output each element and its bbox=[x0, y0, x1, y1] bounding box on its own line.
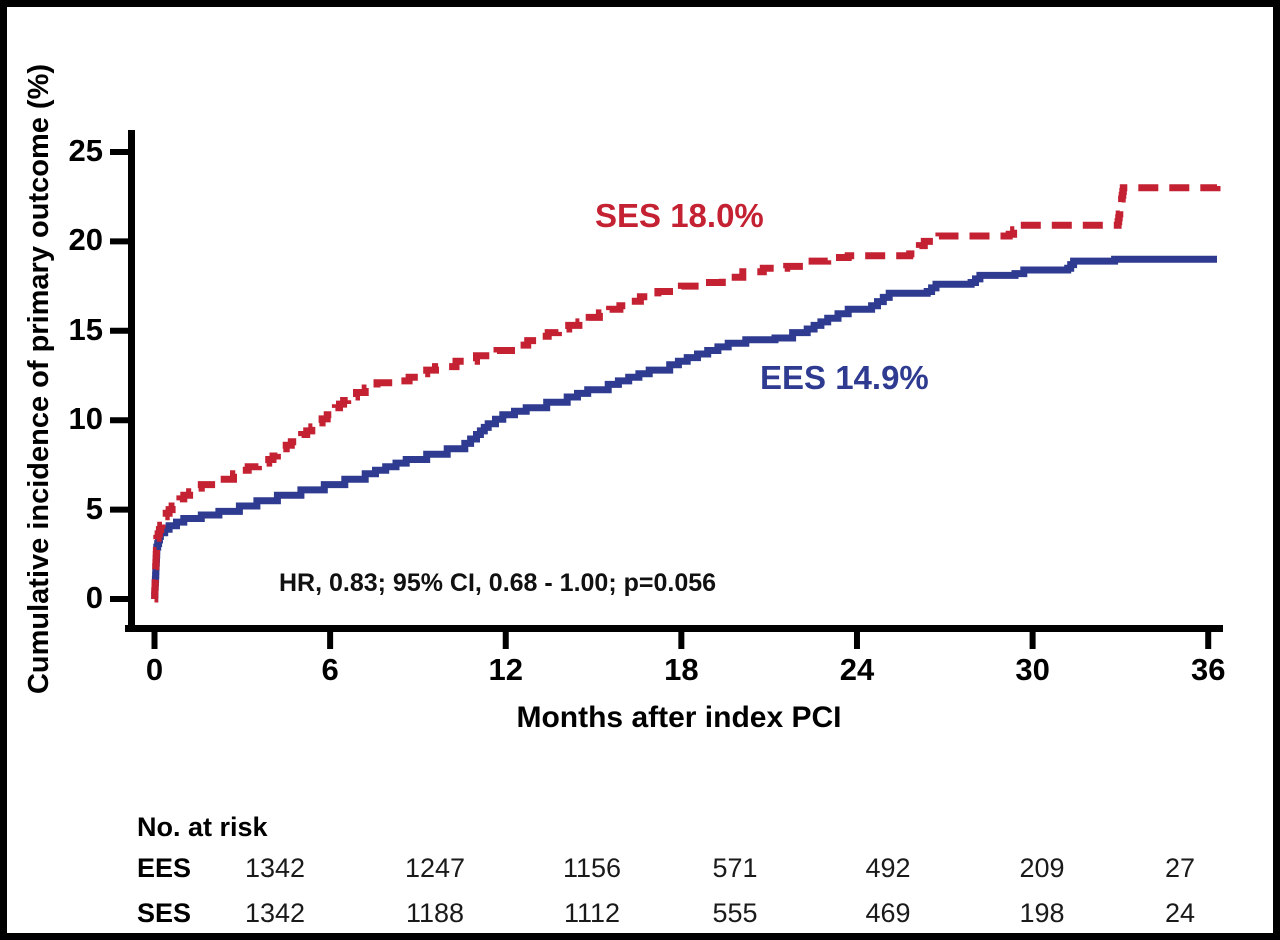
risk-row-label-ees: EES bbox=[137, 853, 192, 883]
ees-series-label: EES 14.9% bbox=[760, 359, 929, 396]
risk-cell: 1156 bbox=[562, 853, 622, 883]
risk-cell: 571 bbox=[712, 853, 758, 883]
risk-cell: 209 bbox=[1019, 853, 1065, 883]
x-tick-label: 30 bbox=[1015, 652, 1050, 687]
risk-cell: 1342 bbox=[244, 898, 306, 928]
x-tick-label: 24 bbox=[839, 652, 875, 687]
x-tick-label: 18 bbox=[664, 652, 699, 687]
risk-cell: 27 bbox=[1164, 853, 1196, 883]
ses-series-label: SES 18.0% bbox=[595, 197, 764, 234]
y-tick-label: 20 bbox=[68, 222, 103, 258]
ses-curve bbox=[151, 184, 1221, 603]
km-plot-canvas bbox=[110, 130, 1223, 649]
y-tick-label: 15 bbox=[68, 311, 103, 347]
risk-cell: 1247 bbox=[404, 853, 466, 883]
x-tick-label: 12 bbox=[488, 652, 523, 687]
x-tick-label: 36 bbox=[1190, 652, 1226, 687]
risk-cell: 198 bbox=[1019, 898, 1065, 928]
ees-curve bbox=[151, 255, 1217, 603]
risk-cell: 492 bbox=[865, 853, 911, 883]
x-tick-label: 6 bbox=[321, 652, 339, 687]
risk-cell: 469 bbox=[865, 898, 911, 928]
risk-table-title: No. at risk bbox=[137, 812, 268, 842]
hazard-ratio-annotation: HR, 0.83; 95% CI, 0.68 - 1.00; p=0.056 bbox=[279, 569, 717, 597]
risk-cell: 1342 bbox=[244, 853, 306, 883]
x-axis-title: Months after index PCI bbox=[516, 701, 842, 734]
risk-cell: 24 bbox=[1164, 898, 1196, 928]
x-tick-label: 0 bbox=[145, 652, 164, 687]
risk-cell: 555 bbox=[712, 898, 758, 928]
y-tick-label: 25 bbox=[68, 133, 103, 168]
risk-cell: 1188 bbox=[405, 898, 465, 928]
risk-row-label-ses: SES bbox=[137, 898, 192, 928]
y-tick-label: 10 bbox=[68, 401, 103, 437]
risk-cell: 1112 bbox=[563, 898, 621, 928]
y-tick-label: 0 bbox=[85, 580, 103, 615]
y-tick-label: 5 bbox=[85, 490, 103, 526]
